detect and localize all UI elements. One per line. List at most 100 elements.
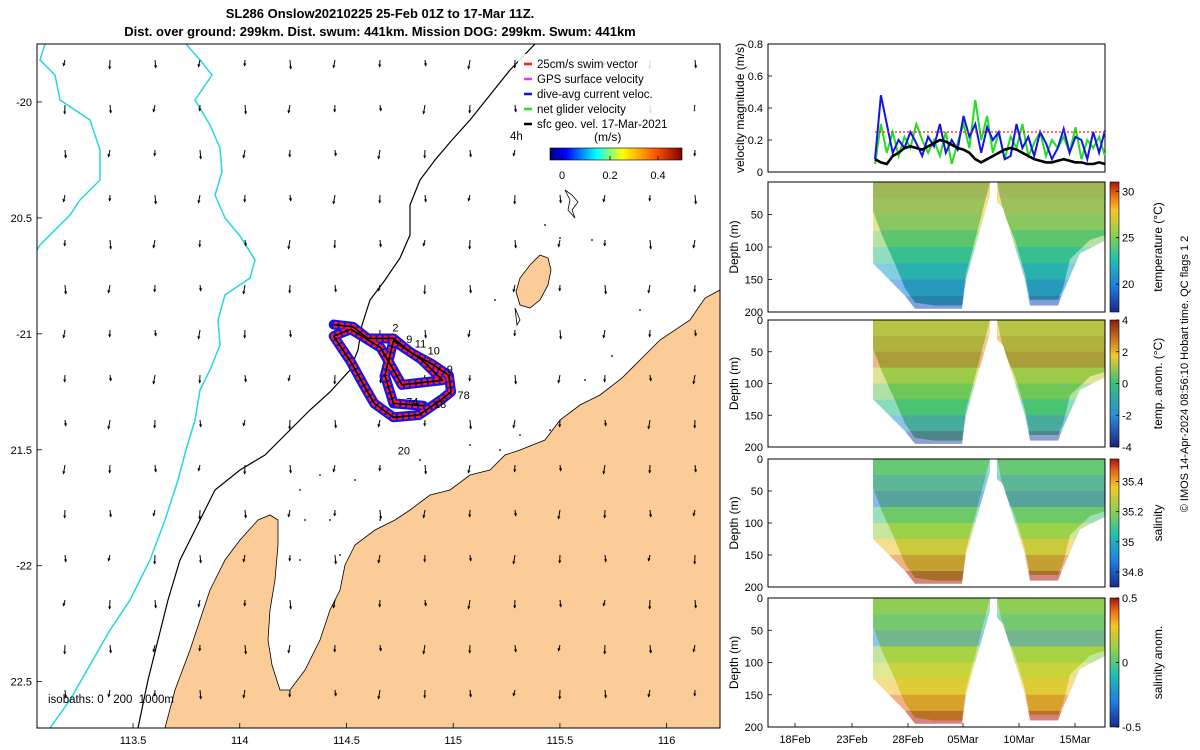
heatmap-y-tick-label: 0 bbox=[757, 315, 763, 327]
heatmap-band bbox=[997, 475, 1105, 491]
coast-dot bbox=[419, 459, 421, 461]
map-y-tick-label: -21 bbox=[16, 329, 32, 341]
heatmap-colorbar-tick-label: 35.2 bbox=[1122, 507, 1143, 519]
geo-vector-arrow bbox=[468, 149, 473, 158]
heatmap-y-tick-label: 200 bbox=[745, 307, 763, 319]
coast-dot bbox=[639, 309, 641, 311]
geo-vector-arrow bbox=[512, 419, 516, 429]
coast-dot bbox=[319, 474, 321, 476]
legend-label: sfc geo. vel. 17-Mar-2021 bbox=[537, 119, 667, 131]
heatmap-band bbox=[873, 214, 990, 231]
geo-vector-arrow bbox=[242, 689, 246, 699]
map-legend-box bbox=[518, 54, 694, 132]
heatmap-band bbox=[873, 630, 990, 647]
heatmap-band bbox=[997, 230, 1105, 247]
geo-vector-arrow bbox=[198, 419, 203, 428]
heatmap-ylabel: Depth (m) bbox=[727, 220, 741, 273]
velocity-y-tick-label: 0.8 bbox=[748, 39, 763, 51]
geo-vector-arrow bbox=[467, 194, 471, 202]
map-y-tick-label: 20.5 bbox=[11, 213, 32, 225]
heatmap-y-tick-label: 50 bbox=[751, 486, 763, 498]
geo-vector-arrow bbox=[332, 59, 336, 69]
heatmap-band bbox=[873, 598, 990, 615]
credit-text: © IMOS 14-Apr-2024 08:56:10 Hobart time.… bbox=[1179, 235, 1191, 513]
heatmap-band bbox=[873, 475, 990, 491]
geo-vector-arrow bbox=[513, 374, 518, 385]
heatmap-colorbar-label: salinity anom. bbox=[1151, 626, 1165, 699]
geo-vector-arrow bbox=[378, 104, 383, 112]
heatmap-band bbox=[997, 367, 1105, 384]
geo-vector-arrow bbox=[242, 419, 246, 427]
geo-vector-arrow bbox=[242, 554, 246, 563]
geo-vector-arrow bbox=[107, 554, 111, 562]
heatmap-band bbox=[997, 507, 1105, 523]
heatmap-band bbox=[997, 459, 1105, 475]
geo-vector-arrow bbox=[557, 239, 561, 248]
geo-vector-arrow bbox=[152, 104, 156, 113]
geo-vector-arrow bbox=[63, 689, 68, 699]
heatmap-colorbar-tick-label: 35.4 bbox=[1122, 477, 1143, 489]
geo-vector-arrow bbox=[602, 194, 606, 203]
geo-vector-arrow bbox=[108, 644, 113, 654]
map-x-tick-label: 115 bbox=[444, 735, 462, 747]
coast-dot bbox=[469, 444, 471, 446]
map-x-tick-label: 116 bbox=[658, 735, 676, 747]
coast-dot bbox=[329, 519, 331, 521]
geo-vector-arrow bbox=[648, 374, 653, 382]
geo-vector-arrow bbox=[422, 509, 426, 519]
heatmap-band bbox=[873, 383, 990, 400]
figure-title-line2: Dist. over ground: 299km. Dist. swum: 44… bbox=[124, 24, 636, 39]
geo-vector-arrow bbox=[423, 329, 428, 339]
heatmap-y-tick-label: 50 bbox=[751, 625, 763, 637]
heatmap-panel-5: 0 50 100 150 200 Depth (m) -0.5 0 0.5 salinity an… bbox=[727, 593, 1165, 734]
geo-vector-arrow bbox=[423, 59, 428, 67]
geo-vector-arrow bbox=[242, 284, 246, 295]
velocity-series-line bbox=[874, 138, 1106, 166]
heatmap-colorbar-tick-label: 4 bbox=[1122, 315, 1128, 327]
geo-vector-arrow bbox=[512, 149, 516, 157]
colorbar-tick-label: 0.2 bbox=[602, 170, 617, 182]
coast-dots bbox=[299, 224, 641, 561]
heatmap-band bbox=[873, 491, 990, 507]
heatmap-y-tick-label: 200 bbox=[745, 722, 763, 734]
geo-vector-arrow bbox=[423, 194, 428, 203]
heatmap-colorbar-tick-label: -0.5 bbox=[1122, 722, 1141, 734]
geo-vector-arrow bbox=[62, 59, 66, 67]
heatmap-y-tick-label: 50 bbox=[751, 347, 763, 359]
heatmap-panel-3: 0 50 100 150 200 Depth (m) -4 -2 0 2 4 temp. anom. … bbox=[727, 315, 1165, 454]
geo-vector-arrow bbox=[648, 509, 653, 518]
coast-dot bbox=[354, 479, 356, 481]
geo-vector-arrow bbox=[558, 599, 563, 608]
heatmap-y-tick-label: 0 bbox=[757, 593, 763, 605]
geo-vector-arrow bbox=[62, 464, 66, 475]
heatmap-band bbox=[873, 351, 990, 368]
geo-vector-arrow bbox=[557, 644, 561, 652]
geo-vector-arrow bbox=[603, 689, 608, 699]
geo-vector-arrow bbox=[693, 194, 698, 205]
geo-vector-arrow bbox=[648, 644, 653, 654]
track-label: 74 bbox=[406, 397, 418, 409]
map-colorbar-ticks: 0 0.2 0.4 bbox=[559, 156, 666, 182]
geo-vector-arrow bbox=[62, 194, 66, 203]
time-tick-label: 28Feb bbox=[892, 734, 923, 746]
geo-vector-arrow bbox=[63, 554, 68, 563]
heatmap-colorbar-label: temp. anom. (°C) bbox=[1151, 338, 1165, 430]
geo-vector-arrow bbox=[422, 239, 426, 247]
track-label: 78 bbox=[457, 390, 469, 402]
geo-vector-arrow bbox=[558, 464, 563, 472]
heatmap-band bbox=[873, 367, 990, 384]
velocity-ylabel: velocity magnitude (m/s) bbox=[733, 43, 747, 173]
geo-vector-arrow bbox=[333, 419, 338, 429]
colorbar-tick-label: 0.4 bbox=[650, 170, 665, 182]
geo-vector-arrow bbox=[468, 689, 473, 698]
colorbar-tick-label: 0 bbox=[559, 170, 565, 182]
land-barrow-island bbox=[515, 254, 552, 309]
heatmap-band bbox=[873, 646, 990, 663]
geo-vector-arrow bbox=[333, 284, 338, 293]
velocity-y-tick-label: 0.4 bbox=[748, 103, 763, 115]
geo-vector-arrow bbox=[693, 464, 698, 473]
geo-vector-arrow bbox=[153, 464, 158, 473]
heatmap-band bbox=[997, 182, 1105, 199]
